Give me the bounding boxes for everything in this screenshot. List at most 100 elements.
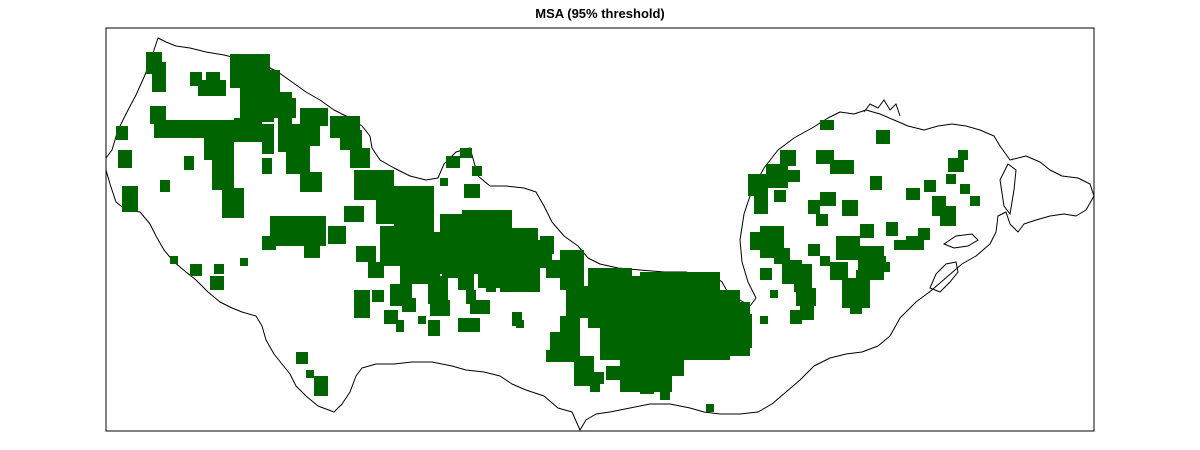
habitat-cell <box>184 156 194 170</box>
habitat-cell <box>198 80 226 96</box>
habitat-cell <box>770 290 778 298</box>
habitat-cell <box>278 112 292 152</box>
habitat-cell <box>820 120 834 130</box>
habitat-cell <box>396 320 404 332</box>
habitat-cell <box>850 300 862 314</box>
habitat-cell <box>122 186 138 212</box>
habitat-cell <box>304 246 320 258</box>
habitat-cell <box>600 300 610 310</box>
map-title: MSA (95% threshold) <box>535 6 665 21</box>
habitat-cell <box>384 310 398 324</box>
habitat-cell <box>734 314 752 348</box>
habitat-cell <box>546 260 562 278</box>
habitat-cell <box>428 276 448 304</box>
habitat-cell <box>516 320 524 328</box>
habitat-cell <box>372 290 384 302</box>
habitat-cell <box>270 216 326 246</box>
habitat-cell <box>780 150 796 166</box>
habitat-cell <box>788 170 800 182</box>
habitat-cell <box>344 206 364 222</box>
habitat-cell <box>486 282 496 292</box>
habitat-cell <box>466 290 476 304</box>
habitat-cell <box>590 384 600 392</box>
habitat-cell <box>150 106 166 124</box>
habitat-cell <box>464 184 480 198</box>
habitat-cell <box>760 268 772 280</box>
habitat-cell <box>458 318 480 332</box>
habitat-cell <box>430 300 450 316</box>
island-outline <box>999 163 1017 216</box>
habitat-cell <box>350 148 370 168</box>
habitat-cell <box>876 130 890 144</box>
habitat-cell <box>512 312 522 326</box>
habitat-cell <box>356 246 376 262</box>
habitat-cell <box>948 158 964 172</box>
habitat-cell <box>296 352 308 364</box>
habitat-cell <box>540 236 554 254</box>
habitat-cells <box>116 52 980 412</box>
habitat-cell <box>214 264 224 274</box>
habitat-cell <box>970 196 980 206</box>
island-outline <box>929 261 959 293</box>
habitat-cell <box>212 154 234 190</box>
habitat-cell <box>470 300 490 314</box>
habitat-cell <box>842 200 858 216</box>
habitat-cell <box>918 228 930 240</box>
habitat-cell <box>560 316 580 336</box>
habitat-cell <box>174 120 184 132</box>
habitat-cell <box>946 174 956 184</box>
habitat-cell <box>428 320 440 336</box>
habitat-cell <box>460 148 472 158</box>
habitat-cell <box>754 196 768 214</box>
habitat-cell <box>860 224 874 238</box>
habitat-cell <box>800 300 814 320</box>
coastline-detail <box>863 99 901 117</box>
habitat-cell <box>354 170 394 200</box>
habitat-cell <box>960 184 970 194</box>
habitat-cell <box>640 380 654 394</box>
habitat-cell <box>820 256 830 266</box>
habitat-cell <box>660 390 670 400</box>
habitat-cell <box>894 240 906 250</box>
habitat-cell <box>620 378 640 392</box>
lake-outline <box>942 233 979 249</box>
habitat-cell <box>652 370 672 392</box>
habitat-cell <box>190 264 202 276</box>
habitat-cell <box>816 150 834 164</box>
habitat-cell <box>794 264 812 292</box>
habitat-cell <box>300 108 328 126</box>
habitat-cell <box>748 174 768 196</box>
habitat-cell <box>116 126 128 140</box>
habitat-cell <box>472 166 482 176</box>
habitat-cell <box>546 350 562 362</box>
habitat-cell <box>940 206 956 226</box>
habitat-cell <box>402 298 416 312</box>
habitat-cell <box>760 316 768 324</box>
habitat-cell <box>706 404 714 412</box>
habitat-cell <box>442 262 458 278</box>
habitat-cell <box>636 296 646 306</box>
habitat-cell <box>222 188 244 218</box>
habitat-cell <box>170 256 178 264</box>
habitat-cell <box>328 226 346 244</box>
habitat-cell <box>880 262 890 272</box>
habitat-cell <box>306 370 314 378</box>
habitat-cell <box>340 130 362 150</box>
habitat-cell <box>830 262 848 280</box>
habitat-cell <box>368 262 384 278</box>
habitat-cell <box>290 124 320 146</box>
habitat-cell <box>234 118 262 142</box>
habitat-cell <box>152 62 166 92</box>
habitat-cell <box>446 156 460 168</box>
habitat-cell <box>262 236 276 250</box>
habitat-cell <box>262 124 274 154</box>
habitat-cell <box>300 172 322 192</box>
habitat-cell <box>820 192 836 206</box>
habitat-cell <box>160 180 170 192</box>
habitat-cell <box>314 376 328 396</box>
habitat-cell <box>766 164 788 188</box>
habitat-cell <box>808 244 820 256</box>
habitat-cell <box>574 356 594 386</box>
habitat-cell <box>906 188 920 200</box>
